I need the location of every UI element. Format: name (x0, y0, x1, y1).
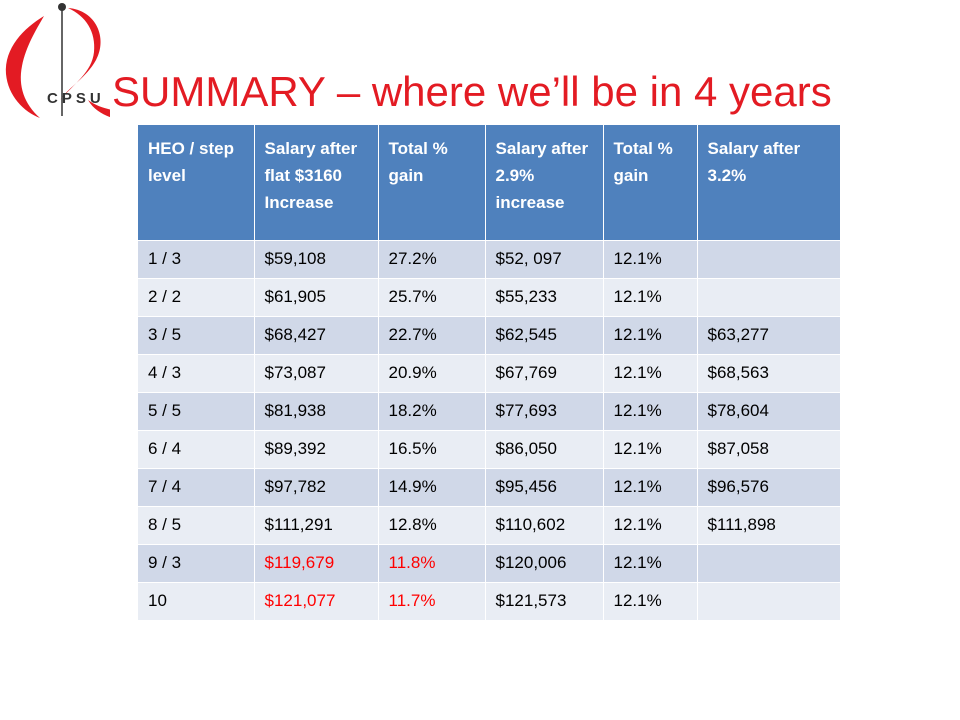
table-body: 1 / 3 $59,108 27.2% $52, 097 12.1% 2 / 2 $61,9… (138, 239, 840, 620)
column-header-salary-3-2: Salary after 3.2% (697, 125, 840, 240)
salary-2-9-cell: $110,602 (485, 505, 604, 544)
salary-flat-cell: $121,077 (254, 581, 379, 620)
salary-flat-cell: $73,087 (254, 353, 379, 392)
salary-3-2-cell: $63,277 (697, 315, 840, 354)
total-gain-flat-cell: 22.7% (378, 315, 486, 354)
heo-step-cell: 6 / 4 (138, 429, 255, 468)
salary-flat-cell: $81,938 (254, 391, 379, 430)
heo-step-cell: 2 / 2 (138, 277, 255, 316)
total-gain-flat-cell: 20.9% (378, 353, 486, 392)
salary-3-2-cell: $96,576 (697, 467, 840, 506)
heo-step-cell: 9 / 3 (138, 543, 255, 582)
table-row: 8 / 5 $111,291 12.8% $110,602 12.1% $111,898 (138, 505, 840, 544)
cpsu-logo: CPSU (5, 3, 110, 118)
page-title: SUMMARY – where we’ll be in 4 years (112, 68, 832, 115)
salary-2-9-cell: $52, 097 (485, 239, 604, 278)
table-header-row: HEO / step level Salary after flat $3160… (138, 125, 840, 240)
logo-tail-shape (88, 100, 110, 118)
total-gain-flat-cell: 11.7% (378, 581, 486, 620)
total-gain-2-9-cell: 12.1% (603, 277, 698, 316)
table-row: 1 / 3 $59,108 27.2% $52, 097 12.1% (138, 239, 840, 278)
heo-step-cell: 4 / 3 (138, 353, 255, 392)
table-row: 6 / 4 $89,392 16.5% $86,050 12.1% $87,058 (138, 429, 840, 468)
salary-2-9-cell: $55,233 (485, 277, 604, 316)
total-gain-flat-cell: 25.7% (378, 277, 486, 316)
salary-3-2-cell: $111,898 (697, 505, 840, 544)
total-gain-2-9-cell: 12.1% (603, 543, 698, 582)
table-row: 2 / 2 $61,905 25.7% $55,233 12.1% (138, 277, 840, 316)
column-header-total-gain-flat: Total % gain (378, 125, 486, 240)
total-gain-flat-cell: 14.9% (378, 467, 486, 506)
logo-ribbon-shape (60, 8, 101, 100)
salary-2-9-cell: $95,456 (485, 467, 604, 506)
heo-step-cell: 1 / 3 (138, 239, 255, 278)
table-row: 9 / 3 $119,679 11.8% $120,006 12.1% (138, 543, 840, 582)
table-row: 3 / 5 $68,427 22.7% $62,545 12.1% $63,277 (138, 315, 840, 354)
column-header-salary-flat: Salary after flat $3160 Increase (254, 125, 379, 240)
salary-2-9-cell: $67,769 (485, 353, 604, 392)
logo-text: CPSU (47, 90, 105, 107)
salary-2-9-cell: $120,006 (485, 543, 604, 582)
salary-flat-cell: $97,782 (254, 467, 379, 506)
salary-summary-table: HEO / step level Salary after flat $3160… (138, 125, 840, 620)
total-gain-2-9-cell: 12.1% (603, 239, 698, 278)
total-gain-2-9-cell: 12.1% (603, 391, 698, 430)
heo-step-cell: 10 (138, 581, 255, 620)
salary-flat-cell: $59,108 (254, 239, 379, 278)
table-row: 4 / 3 $73,087 20.9% $67,769 12.1% $68,563 (138, 353, 840, 392)
salary-flat-cell: $89,392 (254, 429, 379, 468)
total-gain-2-9-cell: 12.1% (603, 581, 698, 620)
salary-3-2-cell: $87,058 (697, 429, 840, 468)
table-row: 10 $121,077 11.7% $121,573 12.1% (138, 581, 840, 620)
total-gain-flat-cell: 27.2% (378, 239, 486, 278)
salary-3-2-cell: $78,604 (697, 391, 840, 430)
salary-3-2-cell (697, 581, 840, 620)
total-gain-flat-cell: 18.2% (378, 391, 486, 430)
logo-swoosh-shape (5, 16, 44, 118)
salary-flat-cell: $68,427 (254, 315, 379, 354)
total-gain-2-9-cell: 12.1% (603, 505, 698, 544)
total-gain-2-9-cell: 12.1% (603, 353, 698, 392)
salary-flat-cell: $61,905 (254, 277, 379, 316)
table-row: 7 / 4 $97,782 14.9% $95,456 12.1% $96,576 (138, 467, 840, 506)
logo-pin-dot (58, 3, 66, 11)
salary-3-2-cell: $68,563 (697, 353, 840, 392)
salary-2-9-cell: $77,693 (485, 391, 604, 430)
heo-step-cell: 3 / 5 (138, 315, 255, 354)
total-gain-2-9-cell: 12.1% (603, 315, 698, 354)
salary-2-9-cell: $62,545 (485, 315, 604, 354)
heo-step-cell: 5 / 5 (138, 391, 255, 430)
column-header-salary-2-9: Salary after 2.9% increase (485, 125, 604, 240)
heo-step-cell: 7 / 4 (138, 467, 255, 506)
salary-3-2-cell (697, 277, 840, 316)
salary-3-2-cell (697, 239, 840, 278)
total-gain-flat-cell: 12.8% (378, 505, 486, 544)
heo-step-cell: 8 / 5 (138, 505, 255, 544)
total-gain-2-9-cell: 12.1% (603, 467, 698, 506)
total-gain-flat-cell: 16.5% (378, 429, 486, 468)
table-row: 5 / 5 $81,938 18.2% $77,693 12.1% $78,604 (138, 391, 840, 430)
salary-2-9-cell: $86,050 (485, 429, 604, 468)
total-gain-2-9-cell: 12.1% (603, 429, 698, 468)
salary-flat-cell: $119,679 (254, 543, 379, 582)
salary-2-9-cell: $121,573 (485, 581, 604, 620)
salary-3-2-cell (697, 543, 840, 582)
total-gain-flat-cell: 11.8% (378, 543, 486, 582)
column-header-total-gain-2-9: Total % gain (603, 125, 698, 240)
column-header-heo-step: HEO / step level (138, 125, 255, 240)
salary-flat-cell: $111,291 (254, 505, 379, 544)
